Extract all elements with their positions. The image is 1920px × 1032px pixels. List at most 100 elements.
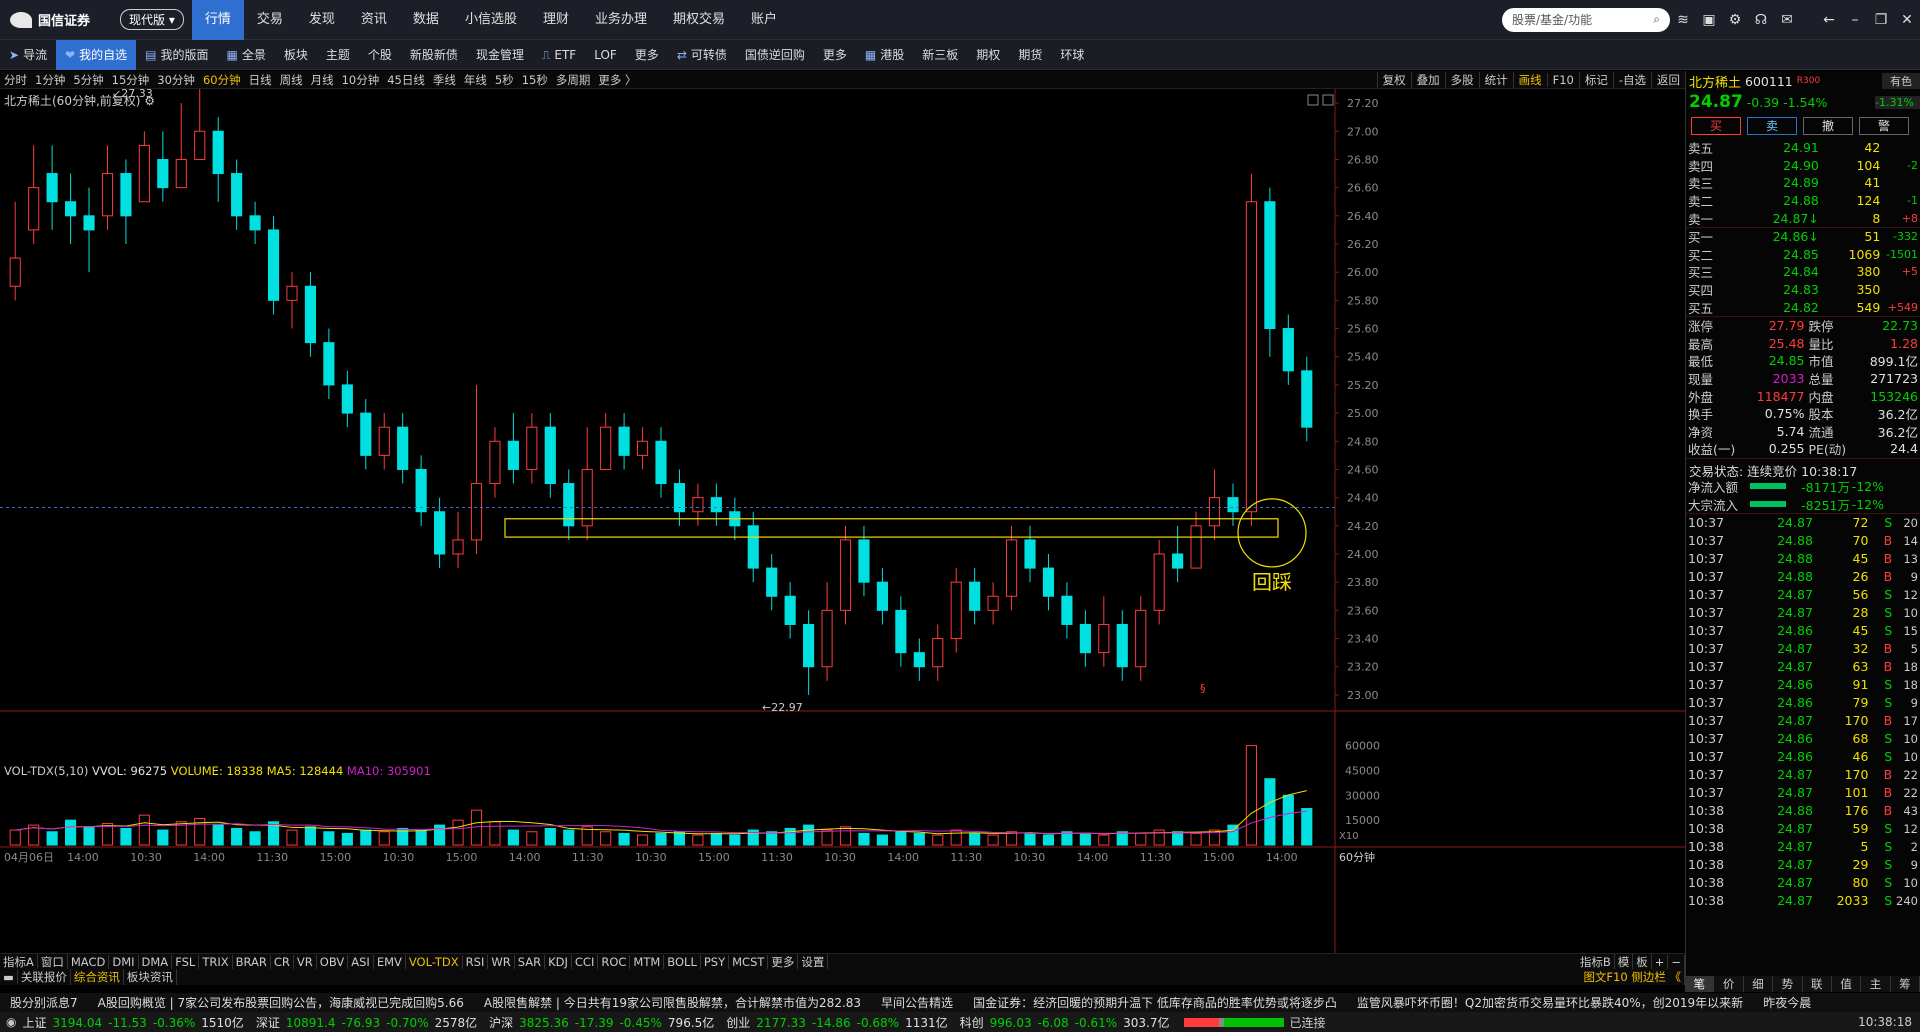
sell-button[interactable]: 卖 bbox=[1747, 117, 1797, 135]
side-tab[interactable]: 筹 bbox=[1891, 976, 1920, 992]
chart-tool-button[interactable]: 画线 bbox=[1512, 71, 1547, 88]
period-tab[interactable]: 更多 〉 bbox=[598, 72, 637, 87]
indicator-tab[interactable]: OBV bbox=[317, 954, 349, 969]
top-nav-item[interactable]: 数据 bbox=[412, 11, 439, 27]
news-item[interactable]: 股分别派息7 bbox=[10, 996, 78, 1010]
side-tab[interactable]: 势 bbox=[1773, 976, 1803, 992]
toolbar-item[interactable]: ⎍ ETF bbox=[533, 40, 585, 70]
indicator-right-button[interactable]: 模 bbox=[1615, 953, 1634, 970]
kline-chart-area[interactable]: 分时 1分钟 5分钟 15分钟 30分钟 60分钟 日线 周线 月线 10分钟 45日线 季线 年线 5秒… bbox=[0, 71, 1685, 985]
indicator-tab[interactable]: CR bbox=[271, 954, 294, 969]
indicator-tab[interactable]: PSY bbox=[701, 954, 730, 969]
collapse-icon[interactable]: ▬ bbox=[0, 970, 18, 984]
indicator-tab[interactable]: DMI bbox=[109, 954, 139, 969]
period-tab[interactable]: 15分钟 bbox=[111, 72, 150, 87]
indicator-right-button[interactable]: + bbox=[1652, 954, 1669, 969]
news-item[interactable]: 昨夜今晨 bbox=[1763, 996, 1812, 1010]
toolbar-item[interactable]: 期货 bbox=[1009, 40, 1051, 70]
toolbar-item[interactable]: LOF bbox=[585, 40, 626, 70]
top-nav-item[interactable]: 理财 bbox=[542, 11, 569, 27]
version-switch[interactable]: 现代版 ▾ bbox=[120, 9, 184, 30]
message-icon[interactable]: ✉ bbox=[1781, 11, 1793, 28]
side-tab[interactable]: 主 bbox=[1861, 976, 1891, 992]
side-tab[interactable]: 值 bbox=[1832, 976, 1862, 992]
period-tab[interactable]: 15秒 bbox=[521, 72, 548, 87]
period-tab[interactable]: 周线 bbox=[279, 72, 303, 87]
period-tab[interactable]: 日线 bbox=[248, 72, 272, 87]
indicator-tab[interactable]: FSL bbox=[172, 954, 200, 969]
indicator-right-button[interactable]: 指标B bbox=[1577, 953, 1615, 970]
chart-tool-button[interactable]: F10 bbox=[1546, 72, 1579, 87]
index-quote[interactable]: 沪深 3825.36 -17.39 -0.45% 796.5亿 bbox=[483, 1014, 720, 1031]
toolbar-item[interactable]: 新三板 bbox=[913, 40, 967, 70]
indicator-tab[interactable]: MACD bbox=[68, 954, 110, 969]
indicator-tab[interactable]: BRAR bbox=[233, 954, 271, 969]
search-input[interactable]: 股票/基金/功能 ⌕ bbox=[1502, 7, 1670, 32]
indicator-tab[interactable]: DMA bbox=[139, 954, 173, 969]
side-tab[interactable]: 笔 bbox=[1685, 976, 1715, 992]
toolbar-item[interactable]: 环球 bbox=[1051, 40, 1093, 70]
indicator-tab[interactable]: 窗口 bbox=[38, 953, 68, 970]
restore-icon[interactable]: ❐ bbox=[1874, 11, 1888, 28]
indicator-tab[interactable]: WR bbox=[488, 954, 515, 969]
toolbar-item[interactable]: ▦ 全景 bbox=[218, 40, 275, 70]
toolbar-item[interactable]: 现金管理 bbox=[467, 40, 533, 70]
buy-button[interactable]: 买 bbox=[1691, 117, 1741, 135]
sub-tab-right[interactable]: 图文F10 侧边栏 《 bbox=[1580, 969, 1685, 985]
news-item[interactable]: 监管风暴吓坏币圈！Q2加密货币交易量环比暴跌40%，创2019年以来新 bbox=[1356, 996, 1744, 1010]
indicator-tab[interactable]: EMV bbox=[374, 954, 406, 969]
period-tab[interactable]: 30分钟 bbox=[157, 72, 195, 87]
index-quote[interactable]: 科创 996.03 -6.08 -0.61% 303.7亿 bbox=[954, 1014, 1176, 1031]
top-nav-item[interactable]: 行情 bbox=[191, 0, 244, 40]
indicator-tab[interactable]: VR bbox=[294, 954, 317, 969]
tick-list[interactable]: 10:37 24.87 72 S 20 10:37 24.88 70 B 14 10:37 24.88… bbox=[1686, 512, 1920, 910]
chart-tool-button[interactable]: -自选 bbox=[1612, 71, 1651, 88]
chart-tool-button[interactable]: 多股 bbox=[1444, 71, 1479, 88]
chart-tool-button[interactable]: 叠加 bbox=[1410, 71, 1445, 88]
news-item[interactable]: A股限售解禁 | 今日共有19家公司限售股解禁，合计解禁市值为282.83 bbox=[483, 996, 862, 1010]
back-arrow-icon[interactable]: ← bbox=[1823, 11, 1835, 28]
top-nav-item[interactable]: 业务办理 bbox=[594, 11, 647, 27]
period-tab[interactable]: 5秒 bbox=[494, 72, 514, 87]
toolbar-item[interactable]: ▦ 港股 bbox=[856, 40, 913, 70]
period-tab[interactable]: 60分钟 bbox=[202, 72, 241, 87]
period-tab[interactable]: 45日线 bbox=[387, 72, 425, 87]
toolbar-item[interactable]: 主题 bbox=[317, 40, 359, 70]
news-item[interactable]: 国金证券：经济回暖的预期升温下 低库存商品的胜率优势或将逐步凸 bbox=[973, 996, 1337, 1010]
top-nav-item[interactable]: 交易 bbox=[256, 11, 283, 27]
side-tab[interactable]: 细 bbox=[1744, 976, 1774, 992]
sub-tab[interactable]: 板块资讯 bbox=[124, 969, 177, 985]
news-item[interactable]: A股回购概览 | 7家公司发布股票回购公告，海康威视已完成回购5.66 bbox=[97, 996, 464, 1010]
top-nav-item[interactable]: 小信选股 bbox=[464, 11, 517, 27]
index-quote[interactable]: 创业 2177.33 -14.86 -0.68% 1131亿 bbox=[720, 1014, 953, 1031]
indicator-tab[interactable]: BOLL bbox=[664, 954, 701, 969]
indicator-tab[interactable]: CCI bbox=[572, 954, 599, 969]
news-item[interactable]: 早间公告精选 bbox=[881, 996, 954, 1010]
top-nav-item[interactable]: 期权交易 bbox=[672, 11, 725, 27]
indicator-tab[interactable]: MTM bbox=[630, 954, 665, 969]
toolbar-item[interactable]: 更多 bbox=[626, 40, 668, 70]
indicator-tab[interactable]: TRIX bbox=[199, 954, 233, 969]
top-nav-item[interactable]: 资讯 bbox=[360, 11, 387, 27]
layers-icon[interactable]: ≋ bbox=[1677, 11, 1689, 28]
toolbar-item[interactable]: 国债逆回购 bbox=[736, 40, 814, 70]
period-tab[interactable]: 月线 bbox=[310, 72, 334, 87]
news-ticker[interactable]: 股分别派息7 A股回购概览 | 7家公司发布股票回购公告，海康威视已完成回购5.6… bbox=[0, 993, 1920, 1012]
cancel-order-button[interactable]: 撤 bbox=[1803, 117, 1853, 135]
toolbar-item[interactable]: ⇄ 可转债 bbox=[668, 40, 736, 70]
period-tab[interactable]: 5分钟 bbox=[73, 72, 104, 87]
indicator-tab[interactable]: KDJ bbox=[545, 954, 572, 969]
chart-tool-button[interactable]: 标记 bbox=[1578, 71, 1613, 88]
toolbar-item[interactable]: 个股 bbox=[359, 40, 401, 70]
settings-icon[interactable]: ⚙ bbox=[144, 94, 156, 108]
period-tab[interactable]: 1分钟 bbox=[35, 72, 66, 87]
gear-icon[interactable]: ⚙ bbox=[1728, 11, 1742, 28]
indicator-tab[interactable]: ROC bbox=[598, 954, 631, 969]
indicator-tab[interactable]: 设置 bbox=[798, 953, 829, 970]
period-tab[interactable]: 年线 bbox=[463, 72, 487, 87]
toolbar-item[interactable]: 期权 bbox=[967, 40, 1009, 70]
sub-tab[interactable]: 综合资讯 bbox=[71, 969, 124, 985]
indicator-tab[interactable]: VOL-TDX bbox=[406, 954, 463, 969]
alert-button[interactable]: 警 bbox=[1859, 117, 1909, 135]
toolbar-item[interactable]: ❤ 我的自选 bbox=[56, 39, 137, 70]
